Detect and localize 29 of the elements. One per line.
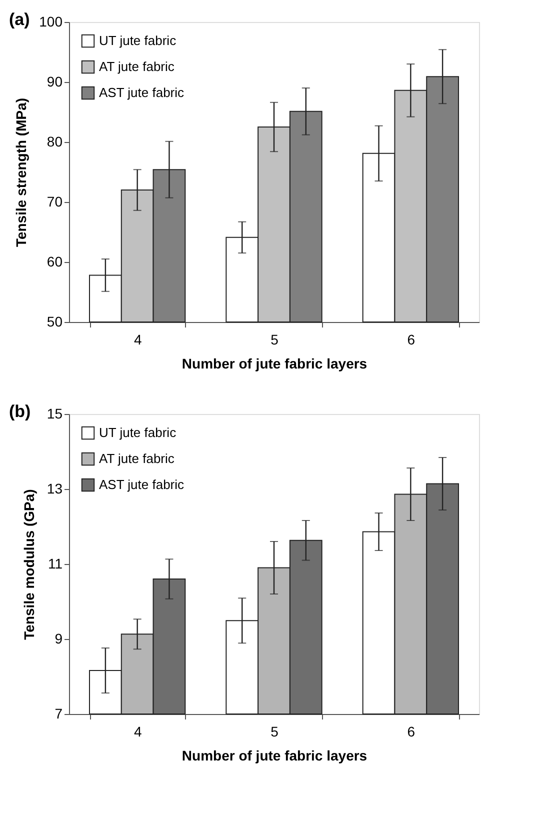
y-tick-label: 80 bbox=[46, 134, 63, 150]
x-axis-title: Number of jute fabric layers bbox=[182, 748, 368, 764]
y-tick-label: 9 bbox=[54, 630, 63, 646]
y-tick-label: 60 bbox=[46, 254, 63, 270]
legend-label: UT jute fabric bbox=[99, 33, 177, 48]
legend-label: UT jute fabric bbox=[99, 425, 177, 440]
x-tick-label: 5 bbox=[270, 332, 279, 348]
legend-label: AST jute fabric bbox=[99, 85, 185, 100]
legend-label: AST jute fabric bbox=[99, 477, 185, 492]
x-tick-label: 5 bbox=[270, 724, 279, 740]
x-tick-label: 6 bbox=[407, 724, 416, 740]
y-tick-label: 100 bbox=[39, 14, 63, 30]
y-tick-label: 90 bbox=[46, 74, 63, 90]
legend-label: AT jute fabric bbox=[99, 59, 175, 74]
y-tick-label: 15 bbox=[46, 406, 63, 422]
x-axis-title: Number of jute fabric layers bbox=[182, 356, 368, 372]
y-axis-title: Tensile strength (MPa) bbox=[13, 98, 30, 248]
x-tick-label: 6 bbox=[407, 332, 416, 348]
y-tick-label: 13 bbox=[46, 480, 63, 496]
y-tick-label: 70 bbox=[46, 194, 63, 210]
y-tick-label: 50 bbox=[46, 314, 63, 330]
y-tick-label: 7 bbox=[54, 706, 63, 722]
y-tick-label: 11 bbox=[48, 556, 63, 572]
x-tick-label: 4 bbox=[134, 332, 142, 348]
x-tick-label: 4 bbox=[134, 724, 142, 740]
legend-label: AT jute fabric bbox=[99, 451, 175, 466]
chart-title: (a) bbox=[9, 10, 30, 29]
chart-title: (b) bbox=[9, 402, 31, 421]
y-axis-title: Tensile modulus (GPa) bbox=[20, 489, 37, 640]
